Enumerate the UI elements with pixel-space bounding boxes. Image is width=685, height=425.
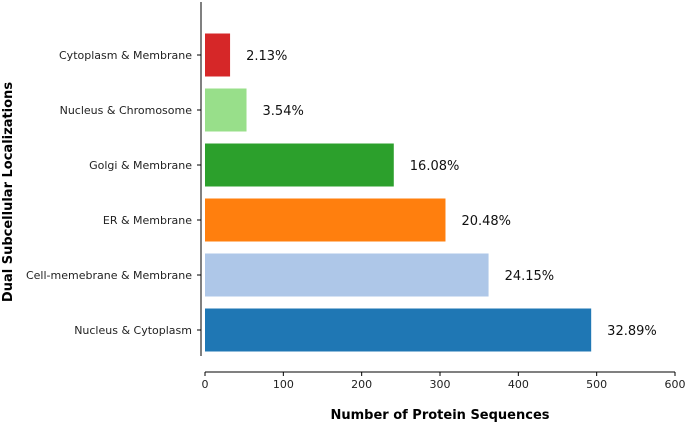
x-tick-label-3: 300 [430,378,451,391]
x-tick-label-6: 600 [665,378,685,391]
bar-2 [205,198,446,242]
bar-1 [205,253,489,297]
value-label-2: 20.48% [461,214,511,229]
bar-5 [205,33,231,77]
x-tick-label-5: 500 [586,378,607,391]
category-label-5: Cytoplasm & Membrane [59,49,192,62]
x-tick-label-0: 0 [202,378,209,391]
value-label-4: 3.54% [263,104,304,119]
value-label-5: 2.13% [246,49,287,64]
x-axis-title: Number of Protein Sequences [330,408,549,423]
bar-0 [205,308,592,352]
category-label-4: Nucleus & Chromosome [60,104,193,117]
category-label-1: Cell-memebrane & Membrane [26,269,192,282]
y-ticks [197,54,201,331]
value-label-0: 32.89% [607,324,657,339]
category-label-2: ER & Membrane [103,214,192,227]
value-label-3: 16.08% [410,159,460,174]
category-label-0: Nucleus & Cytoplasm [74,324,192,337]
bar-3 [205,143,394,187]
x-tick-label-2: 200 [351,378,372,391]
bar-4 [205,88,247,132]
x-tick-label-1: 100 [273,378,294,391]
value-label-1: 24.15% [505,269,555,284]
category-label-3: Golgi & Membrane [89,159,192,172]
value-labels: 32.89% 24.15% 20.48% 16.08% 3.54% 2.13% [246,49,657,339]
y-axis-title: Dual Subcellular Localizations [1,82,16,302]
x-tick-label-4: 400 [508,378,529,391]
bars-group [205,33,592,352]
category-labels: Nucleus & Cytoplasm Cell-memebrane & Memb… [26,49,192,337]
x-ticks: 0 100 200 300 400 500 600 [202,372,685,391]
